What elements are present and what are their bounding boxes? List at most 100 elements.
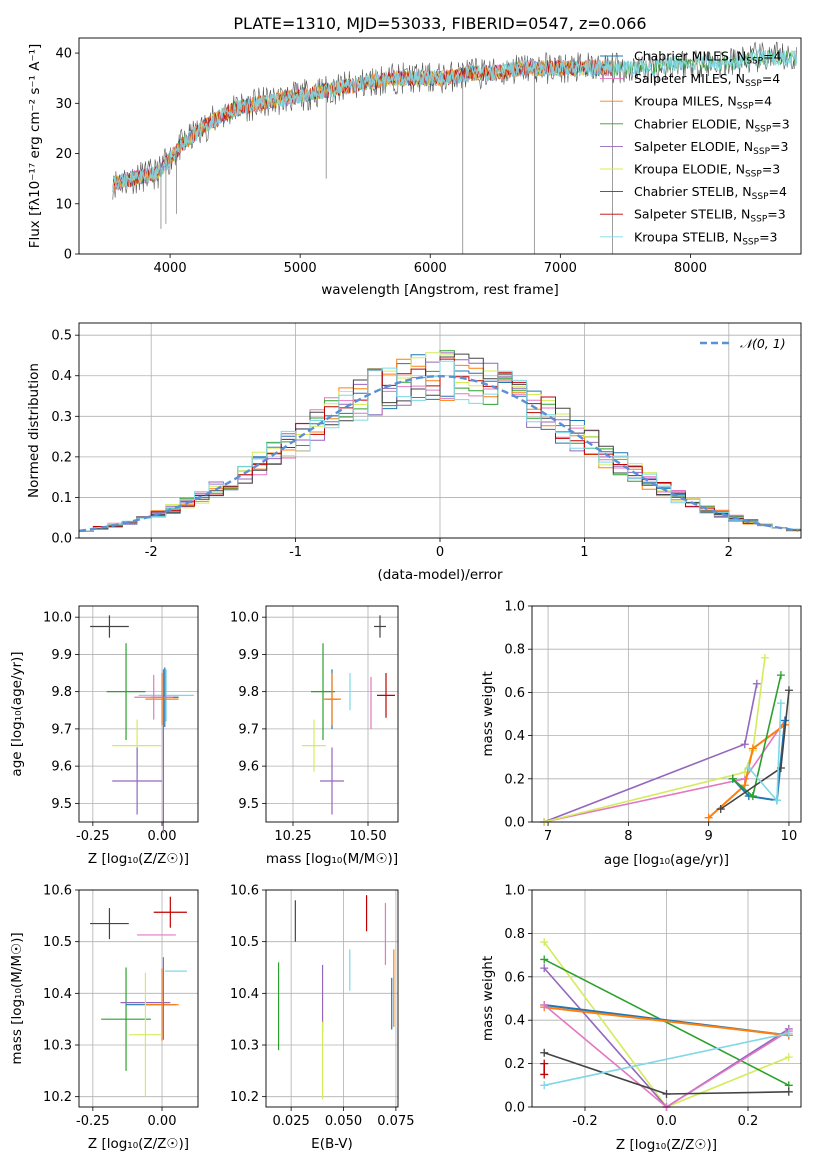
axes-frame [78, 37, 802, 255]
weight-marker [540, 955, 549, 964]
y-tick-label: 10.6 [43, 884, 72, 899]
data-point [134, 674, 174, 720]
weight-marker [784, 1087, 793, 1096]
spectrum-lines [112, 41, 798, 254]
weight-marker [784, 686, 793, 695]
weight-marker [540, 964, 549, 973]
figure-title: PLATE=1310, MJD=53033, FIBERID=0547, z=0… [233, 14, 646, 33]
x-axis-label: wavelength [Angstrom, rest frame] [321, 282, 559, 298]
y-tick-label: 1.0 [504, 884, 525, 899]
y-axis-label: mass weight [480, 671, 496, 756]
x-tick-label: 0.2 [738, 1114, 759, 1129]
y-axis-label: mass weight [480, 956, 496, 1041]
y-tick-label: 40 [55, 47, 72, 62]
legend-label: Kroupa STELIB, NSSP=3 [634, 229, 778, 247]
y-tick-label: 0.0 [504, 1101, 525, 1116]
x-tick-label: -2 [145, 545, 158, 560]
x-tick-label: 0.00 [148, 829, 177, 844]
data-point [90, 908, 129, 940]
legend-label: Salpeter ELODIE, NSSP=3 [634, 139, 788, 157]
y-tick-label: 9.8 [51, 685, 72, 700]
x-axis-label: (data-model)/error [377, 567, 503, 583]
data-point [106, 643, 146, 741]
data-point [320, 747, 344, 815]
data-point [145, 673, 179, 726]
normal-reference-curve [79, 375, 799, 533]
x-tick-label: 0.050 [325, 1114, 362, 1129]
legend-label: Chabrier MILES, NSSP=4 [634, 49, 782, 67]
x-tick-label: 10.25 [274, 829, 311, 844]
x-tick-label: 0.00 [148, 1114, 177, 1129]
weight-marker [540, 1001, 549, 1010]
y-tick-label: 0.0 [51, 532, 72, 547]
y-tick-label: 10.5 [43, 935, 72, 950]
data-point [101, 967, 151, 1071]
x-tick-label: 4000 [154, 261, 187, 276]
data-point [374, 615, 386, 638]
y-tick-label: 9.5 [51, 797, 72, 812]
legend-label: Salpeter MILES, NSSP=4 [634, 71, 780, 89]
y-tick-label: 20 [55, 147, 72, 162]
x-axis-label: E(B-V) [311, 1136, 353, 1152]
data-point [112, 747, 163, 815]
weight-series-line [544, 1032, 789, 1087]
x-axis-label: age [log₁₀(age/yr)] [604, 852, 729, 868]
y-tick-label: 0.2 [504, 1057, 525, 1072]
data-point [311, 643, 335, 741]
data-point [153, 896, 187, 928]
weight-series-line [543, 958, 790, 1087]
y-tick-label: 9.6 [238, 760, 259, 775]
x-tick-label: -0.25 [76, 1114, 110, 1129]
y-axis-label: age [log₁₀(age/yr)] [9, 651, 25, 776]
weight-marker [740, 781, 749, 790]
x-axis-label: mass [log₁₀(M/M☉)] [266, 851, 398, 867]
x-axis-label: Z [log₁₀(Z/Z☉)] [88, 1136, 189, 1152]
weight-series-line [708, 723, 786, 819]
y-tick-label: 10.4 [43, 987, 72, 1002]
y-tick-label: 30 [55, 97, 72, 112]
x-tick-label: 1 [580, 545, 588, 560]
histogram-series [79, 360, 801, 532]
x-tick-label: -1 [289, 545, 302, 560]
data-point [323, 673, 341, 726]
x-tick-label: 0 [436, 545, 444, 560]
x-tick-label: 6000 [414, 261, 447, 276]
x-tick-label: 0.025 [273, 1114, 310, 1129]
y-tick-label: 0.5 [51, 329, 72, 344]
data-point [145, 968, 179, 1041]
axes-frame [531, 889, 802, 1108]
y-tick-label: 10.0 [43, 611, 72, 626]
weight-marker [716, 805, 725, 814]
y-tick-label: 10.3 [230, 1039, 259, 1054]
y-tick-label: 0.6 [504, 686, 525, 701]
legend-label: Kroupa ELODIE, NSSP=3 [634, 162, 780, 180]
weight-marker [740, 740, 749, 749]
y-tick-label: 1.0 [504, 600, 525, 615]
y-tick-label: 0 [64, 248, 72, 263]
axes-frame [78, 605, 199, 823]
y-tick-label: 10.2 [230, 1090, 259, 1105]
weight-marker [776, 699, 785, 708]
y-tick-label: 0.2 [504, 772, 525, 787]
weight-marker [540, 1059, 549, 1068]
weight-marker [748, 792, 757, 801]
y-tick-label: 0.4 [51, 369, 72, 384]
y-axis-label: Flux [fλ10⁻¹⁷ erg cm⁻² s⁻¹ A⁻¹] [27, 44, 43, 249]
x-tick-label: 8 [624, 829, 632, 844]
legend-label: Chabrier STELIB, NSSP=4 [634, 184, 787, 202]
weight-marker [752, 679, 761, 688]
y-tick-label: 10.6 [230, 884, 259, 899]
y-tick-label: 10.5 [230, 935, 259, 950]
x-axis-label: Z [log₁₀(Z/Z☉)] [88, 851, 189, 867]
y-tick-label: 0.4 [504, 729, 525, 744]
x-tick-label: 0.0 [656, 1114, 677, 1129]
y-axis-label: Normed distribution [26, 363, 42, 498]
data-point [128, 972, 163, 1097]
spectrum-line [112, 48, 798, 192]
weight-marker [784, 1029, 793, 1038]
y-tick-label: 9.9 [238, 648, 259, 663]
x-tick-label: 10 [781, 829, 798, 844]
y-tick-label: 9.9 [51, 648, 72, 663]
axes-frame [78, 889, 199, 1108]
legend-label: Salpeter STELIB, NSSP=3 [634, 207, 786, 225]
